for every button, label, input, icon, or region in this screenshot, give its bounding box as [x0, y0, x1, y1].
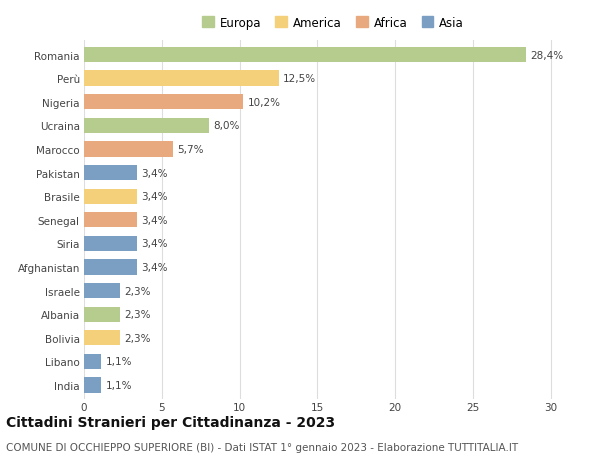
- Text: 1,1%: 1,1%: [106, 380, 132, 390]
- Bar: [84, 283, 120, 299]
- Text: 3,4%: 3,4%: [142, 263, 168, 273]
- Text: 3,4%: 3,4%: [142, 192, 168, 202]
- Text: 28,4%: 28,4%: [530, 50, 564, 61]
- Bar: [84, 95, 243, 110]
- Bar: [84, 236, 137, 252]
- Text: 8,0%: 8,0%: [213, 121, 239, 131]
- Bar: [84, 142, 173, 157]
- Text: 10,2%: 10,2%: [247, 98, 280, 107]
- Bar: [84, 213, 137, 228]
- Bar: [84, 354, 101, 369]
- Text: 3,4%: 3,4%: [142, 168, 168, 178]
- Bar: [84, 330, 120, 346]
- Bar: [84, 378, 101, 393]
- Text: COMUNE DI OCCHIEPPO SUPERIORE (BI) - Dati ISTAT 1° gennaio 2023 - Elaborazione T: COMUNE DI OCCHIEPPO SUPERIORE (BI) - Dat…: [6, 442, 518, 452]
- Text: 3,4%: 3,4%: [142, 215, 168, 225]
- Text: 1,1%: 1,1%: [106, 357, 132, 367]
- Bar: [84, 118, 209, 134]
- Text: 3,4%: 3,4%: [142, 239, 168, 249]
- Text: Cittadini Stranieri per Cittadinanza - 2023: Cittadini Stranieri per Cittadinanza - 2…: [6, 415, 335, 429]
- Text: 2,3%: 2,3%: [124, 333, 151, 343]
- Bar: [84, 189, 137, 204]
- Text: 2,3%: 2,3%: [124, 309, 151, 319]
- Legend: Europa, America, Africa, Asia: Europa, America, Africa, Asia: [200, 14, 466, 32]
- Bar: [84, 166, 137, 181]
- Bar: [84, 48, 526, 63]
- Bar: [84, 307, 120, 322]
- Text: 2,3%: 2,3%: [124, 286, 151, 296]
- Bar: [84, 260, 137, 275]
- Text: 5,7%: 5,7%: [178, 145, 204, 155]
- Bar: [84, 71, 278, 87]
- Text: 12,5%: 12,5%: [283, 74, 316, 84]
